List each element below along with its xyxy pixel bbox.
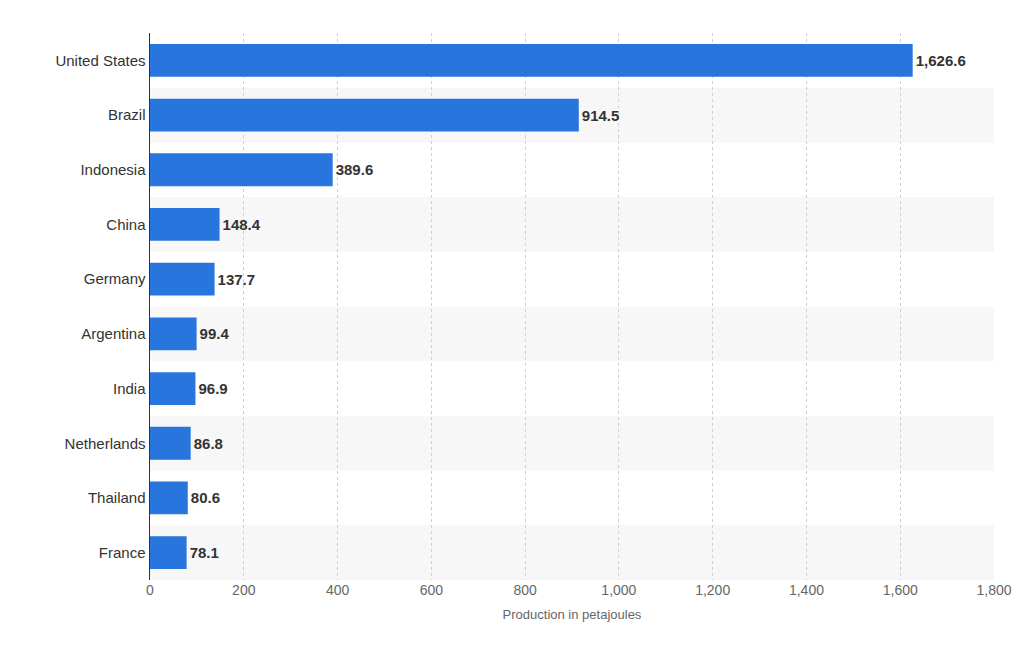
svg-text:Production in petajoules: Production in petajoules (503, 607, 642, 622)
svg-text:1,626.6: 1,626.6 (916, 52, 966, 69)
svg-text:78.1: 78.1 (190, 544, 219, 561)
svg-text:Argentina: Argentina (81, 325, 146, 342)
svg-text:Germany: Germany (84, 270, 146, 287)
svg-text:France: France (99, 544, 146, 561)
svg-text:Netherlands: Netherlands (65, 435, 146, 452)
svg-text:Indonesia: Indonesia (80, 161, 146, 178)
svg-text:148.4: 148.4 (223, 216, 261, 233)
svg-text:1,600: 1,600 (883, 582, 918, 598)
svg-text:80.6: 80.6 (191, 489, 220, 506)
svg-text:389.6: 389.6 (336, 161, 374, 178)
svg-text:600: 600 (420, 582, 444, 598)
svg-text:Thailand: Thailand (88, 489, 146, 506)
svg-text:96.9: 96.9 (198, 380, 227, 397)
svg-text:Brazil: Brazil (108, 106, 146, 123)
svg-text:800: 800 (513, 582, 537, 598)
svg-text:China: China (106, 216, 146, 233)
svg-text:1,200: 1,200 (695, 582, 730, 598)
svg-text:India: India (113, 380, 146, 397)
svg-text:1,800: 1,800 (976, 582, 1011, 598)
svg-text:1,000: 1,000 (601, 582, 636, 598)
svg-text:400: 400 (326, 582, 350, 598)
svg-text:137.7: 137.7 (218, 271, 256, 288)
svg-text:99.4: 99.4 (200, 325, 230, 342)
svg-text:914.5: 914.5 (582, 107, 620, 124)
svg-text:United States: United States (55, 52, 145, 69)
svg-text:0: 0 (146, 582, 154, 598)
svg-text:86.8: 86.8 (194, 435, 223, 452)
svg-text:200: 200 (232, 582, 256, 598)
svg-text:1,400: 1,400 (789, 582, 824, 598)
